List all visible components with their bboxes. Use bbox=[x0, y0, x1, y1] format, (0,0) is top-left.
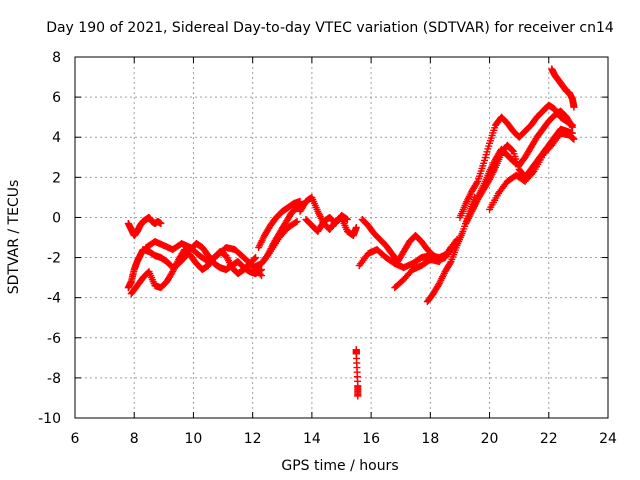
x-tick-label: 22 bbox=[540, 431, 558, 447]
series-outliers bbox=[352, 346, 362, 400]
point-marker bbox=[446, 259, 454, 267]
x-tick-label: 10 bbox=[185, 431, 203, 447]
point-marker bbox=[354, 382, 362, 390]
y-tick-label: 4 bbox=[52, 130, 61, 146]
point-marker bbox=[354, 392, 362, 400]
y-tick-label: 2 bbox=[52, 170, 61, 186]
y-tick-label: -6 bbox=[47, 331, 61, 347]
series-track-k bbox=[355, 238, 461, 272]
x-tick-label: 24 bbox=[599, 431, 617, 447]
y-tick-label: 6 bbox=[52, 90, 61, 106]
plot-frame bbox=[74, 56, 609, 419]
point-marker bbox=[473, 179, 481, 187]
point-marker bbox=[568, 123, 576, 131]
point-marker bbox=[256, 270, 264, 278]
series-track-q bbox=[486, 129, 578, 213]
axis-ticks bbox=[74, 56, 609, 419]
series-track-n bbox=[456, 101, 576, 221]
series-track-r bbox=[548, 65, 578, 111]
point-marker bbox=[292, 218, 300, 226]
x-tick-label: 16 bbox=[362, 431, 380, 447]
series-track-l bbox=[391, 236, 461, 292]
y-tick-label: -10 bbox=[38, 411, 61, 427]
point-marker bbox=[252, 254, 260, 262]
y-tick-label: -8 bbox=[47, 371, 61, 387]
series-track-i bbox=[302, 211, 351, 235]
point-marker bbox=[568, 122, 576, 130]
point-marker bbox=[529, 169, 537, 177]
x-tick-label: 6 bbox=[71, 431, 80, 447]
point-marker bbox=[251, 254, 259, 262]
point-marker bbox=[570, 103, 578, 111]
point-marker bbox=[352, 223, 360, 231]
series-track-a bbox=[124, 213, 165, 239]
x-tick-label: 20 bbox=[481, 431, 499, 447]
y-axis-label: SDTVAR / TECUs bbox=[6, 180, 22, 295]
series-track-p bbox=[468, 125, 576, 215]
point-marker bbox=[352, 350, 360, 358]
x-tick-label: 8 bbox=[130, 431, 139, 447]
series-track-c bbox=[127, 246, 260, 298]
point-marker bbox=[157, 219, 165, 227]
x-axis-label: GPS time / hours bbox=[281, 458, 398, 474]
x-tick-label: 14 bbox=[303, 431, 321, 447]
chart-title: Day 190 of 2021, Sidereal Day-to-day VTE… bbox=[46, 20, 614, 36]
x-axis-tick-labels: 6 8 10 12 14 16 18 20 22 24 bbox=[71, 431, 617, 447]
point-marker bbox=[343, 215, 351, 223]
grid bbox=[75, 57, 608, 418]
y-tick-label: -4 bbox=[47, 291, 61, 307]
y-tick-label: 8 bbox=[52, 50, 61, 66]
series-track-d bbox=[142, 238, 266, 280]
x-tick-label: 18 bbox=[421, 431, 439, 447]
point-marker bbox=[258, 272, 266, 280]
y-tick-label: 0 bbox=[52, 210, 61, 226]
y-axis-tick-labels: -10 -8 -6 -4 -2 0 2 4 6 8 bbox=[38, 50, 61, 427]
data-points bbox=[124, 65, 578, 400]
point-marker bbox=[570, 135, 578, 143]
y-tick-label: -2 bbox=[47, 251, 61, 267]
series-track-g bbox=[249, 217, 301, 272]
x-tick-label: 12 bbox=[244, 431, 262, 447]
point-marker bbox=[293, 217, 301, 225]
